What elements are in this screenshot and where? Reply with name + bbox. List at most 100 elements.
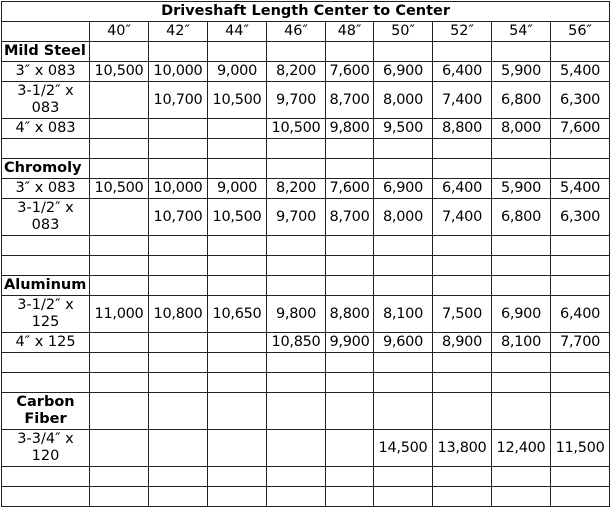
section-row-aluminum: Aluminum [1, 275, 610, 296]
rpm-value: 8,900 [432, 332, 492, 353]
tube-size: 3″ x 083 [1, 61, 90, 82]
tube-size: 3-1/2″ x 125 [1, 295, 90, 333]
rpm-value: 7,600 [325, 61, 374, 82]
rpm-value: 9,600 [373, 332, 433, 353]
table-row: 3-1/2″ x 083 10,700 10,500 9,700 8,700 8… [1, 198, 610, 236]
tube-size: 3″ x 083 [1, 178, 90, 199]
rpm-value: 6,900 [373, 178, 433, 199]
rpm-value [89, 118, 149, 139]
rpm-value: 8,200 [266, 61, 326, 82]
section-label: Mild Steel [1, 41, 90, 62]
rpm-value: 7,700 [549, 332, 610, 353]
length-header: 56″ [549, 21, 610, 42]
rpm-value [148, 118, 208, 139]
rpm-value: 8,100 [373, 295, 433, 333]
rpm-value: 8,800 [432, 118, 492, 139]
section-row-mild-steel: Mild Steel [1, 41, 610, 62]
rpm-value: 6,400 [549, 295, 610, 333]
rpm-value: 5,400 [549, 61, 610, 82]
rpm-value: 13,800 [432, 429, 492, 467]
rpm-value: 6,400 [432, 178, 492, 199]
header-empty-cell [1, 21, 90, 42]
table-row: 3-1/2″ x 125 11,000 10,800 10,650 9,800 … [1, 295, 610, 333]
spacer-row [1, 255, 610, 276]
spacer-row [1, 466, 610, 487]
rpm-value [89, 429, 149, 467]
rpm-value: 7,400 [432, 198, 492, 236]
rpm-value: 10,500 [266, 118, 326, 139]
rpm-value: 6,800 [491, 81, 551, 119]
rpm-value: 10,700 [148, 81, 208, 119]
tube-size: 3-1/2″ x 083 [1, 81, 90, 119]
rpm-value: 9,800 [325, 118, 374, 139]
rpm-value: 6,300 [549, 198, 610, 236]
rpm-value: 10,000 [148, 61, 208, 82]
table-row: 3″ x 083 10,500 10,000 9,000 8,200 7,600… [1, 178, 610, 199]
length-header: 52″ [432, 21, 492, 42]
spacer-row [1, 138, 610, 159]
rpm-value [148, 429, 208, 467]
rpm-value: 7,500 [432, 295, 492, 333]
section-label: Carbon Fiber [1, 392, 90, 430]
rpm-value: 14,500 [373, 429, 433, 467]
spacer-row [1, 235, 610, 256]
rpm-value: 9,700 [266, 198, 326, 236]
rpm-value: 6,900 [491, 295, 551, 333]
rpm-value: 9,000 [207, 178, 267, 199]
rpm-value: 8,200 [266, 178, 326, 199]
driveshaft-table: Driveshaft Length Center to Center 40″ 4… [0, 1, 610, 507]
rpm-value: 5,900 [491, 61, 551, 82]
rpm-value: 8,000 [491, 118, 551, 139]
spacer-row [1, 486, 610, 507]
section-row-carbon-fiber: Carbon Fiber [1, 392, 610, 430]
tube-size: 4″ x 125 [1, 332, 90, 353]
rpm-value: 10,500 [89, 178, 149, 199]
table-row: 3-3/4″ x 120 14,500 13,800 12,400 11,500 [1, 429, 610, 467]
rpm-value: 10,500 [89, 61, 149, 82]
rpm-value [266, 429, 326, 467]
rpm-value: 6,300 [549, 81, 610, 119]
rpm-value: 5,900 [491, 178, 551, 199]
rpm-value: 10,700 [148, 198, 208, 236]
rpm-value: 8,800 [325, 295, 374, 333]
spacer-row [1, 352, 610, 373]
rpm-value: 9,700 [266, 81, 326, 119]
rpm-value: 7,400 [432, 81, 492, 119]
title-row: Driveshaft Length Center to Center [0, 1, 610, 22]
rpm-value: 9,500 [373, 118, 433, 139]
rpm-value [207, 118, 267, 139]
rpm-value: 5,400 [549, 178, 610, 199]
rpm-value: 10,800 [148, 295, 208, 333]
rpm-value [325, 429, 374, 467]
length-header: 44″ [207, 21, 267, 42]
rpm-value [89, 198, 149, 236]
rpm-value: 6,400 [432, 61, 492, 82]
rpm-value [89, 81, 149, 119]
length-header: 46″ [266, 21, 326, 42]
length-header-row: 40″ 42″ 44″ 46″ 48″ 50″ 52″ 54″ 56″ [1, 21, 610, 42]
table-row: 4″ x 125 10,850 9,900 9,600 8,900 8,100 … [1, 332, 610, 353]
table-row: 3-1/2″ x 083 10,700 10,500 9,700 8,700 8… [1, 81, 610, 119]
table-title: Driveshaft Length Center to Center [0, 1, 610, 22]
section-row-chromoly: Chromoly [1, 158, 610, 179]
tube-size: 3-1/2″ x 083 [1, 198, 90, 236]
section-label: Aluminum [1, 275, 90, 296]
section-label: Chromoly [1, 158, 90, 179]
rpm-value: 7,600 [325, 178, 374, 199]
rpm-value: 10,000 [148, 178, 208, 199]
rpm-value: 8,100 [491, 332, 551, 353]
rpm-value: 9,000 [207, 61, 267, 82]
rpm-value [207, 429, 267, 467]
tube-size: 4″ x 083 [1, 118, 90, 139]
rpm-value: 10,500 [207, 81, 267, 119]
rpm-value: 9,900 [325, 332, 374, 353]
rpm-value: 10,500 [207, 198, 267, 236]
length-header: 50″ [373, 21, 433, 42]
rpm-value [207, 332, 267, 353]
rpm-value: 10,650 [207, 295, 267, 333]
rpm-value: 10,850 [266, 332, 326, 353]
rpm-value: 8,000 [373, 198, 433, 236]
length-header: 42″ [148, 21, 208, 42]
rpm-value: 8,700 [325, 198, 374, 236]
table-row: 4″ x 083 10,500 9,800 9,500 8,800 8,000 … [1, 118, 610, 139]
